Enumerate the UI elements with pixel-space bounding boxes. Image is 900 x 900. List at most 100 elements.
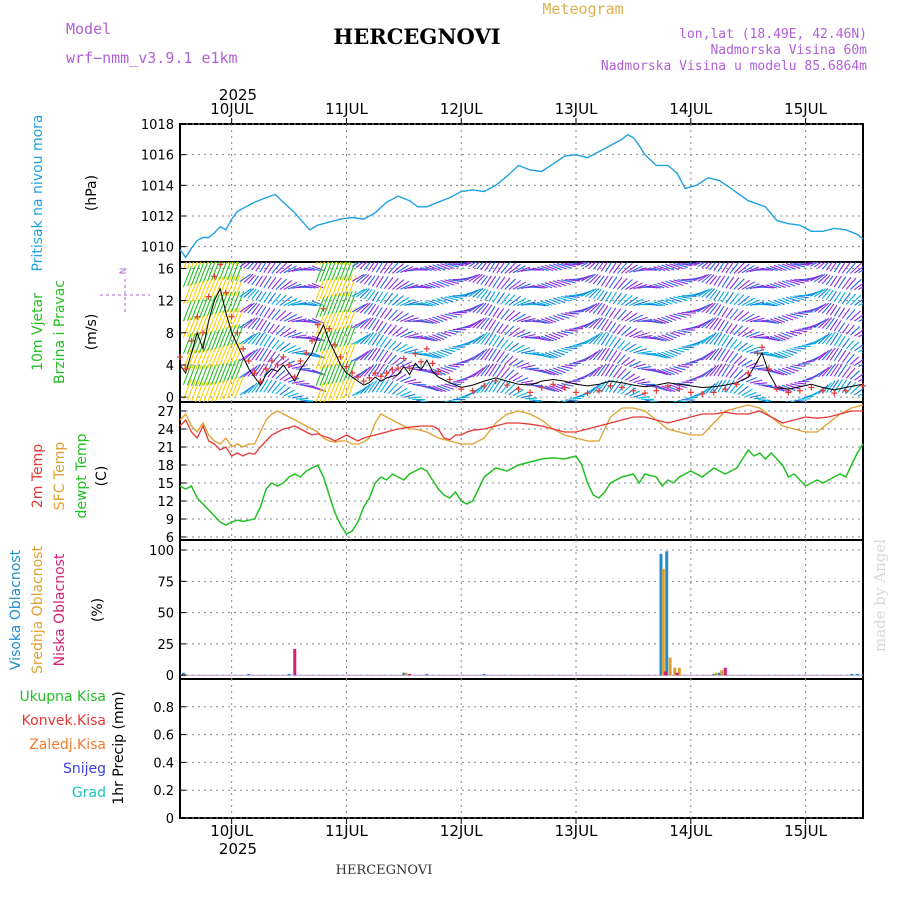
- wind-arrow: [600, 318, 609, 331]
- wind-arrow: [227, 262, 236, 280]
- wind-arrow: [387, 382, 399, 394]
- wind-arrow: [484, 304, 493, 316]
- wind-arrow: [540, 352, 555, 359]
- wind-arrow: [379, 350, 389, 363]
- wind-arrow: [383, 366, 394, 378]
- wind-arrow: [235, 323, 245, 345]
- wind-arrow: [773, 264, 787, 271]
- wind-gust-point: [699, 390, 706, 397]
- wind-arrow: [416, 268, 428, 271]
- wind-arrow: [725, 307, 734, 319]
- wind-arrow: [468, 288, 481, 298]
- wind-arrow: [841, 323, 850, 334]
- wind-arrow: [733, 325, 744, 336]
- wind-arrow: [359, 302, 371, 314]
- page-title: HERCEGNOVI: [333, 24, 500, 49]
- wind-arrow: [500, 308, 510, 320]
- wind-arrow: [207, 330, 217, 352]
- wind-gust-point: [538, 384, 545, 391]
- ylabel-cloud-mid: Srednja Oblacnost: [30, 546, 46, 674]
- wind-arrow: [251, 363, 262, 377]
- wind-arrow: [837, 291, 846, 304]
- wind-arrow: [299, 286, 313, 289]
- wind-arrow: [186, 282, 196, 304]
- wind-arrow: [580, 262, 591, 267]
- wind-arrow: [327, 262, 336, 281]
- wind-arrow: [645, 268, 657, 271]
- wind-arrow: [560, 400, 570, 402]
- wind-arrow: [444, 279, 459, 285]
- wind-arrow: [476, 288, 486, 299]
- wind-arrow: [600, 262, 609, 272]
- wind-arrow: [392, 341, 402, 351]
- wind-arrow: [649, 302, 663, 307]
- wind-arrow: [769, 318, 783, 324]
- wind-arrow: [677, 347, 690, 351]
- wind-arrow: [825, 317, 835, 330]
- wind-arrow: [504, 262, 516, 274]
- wind-arrow: [849, 370, 860, 380]
- wind-arrow: [661, 281, 674, 288]
- wind-gust-point: [251, 370, 258, 377]
- y-tick-label: 27: [157, 405, 174, 420]
- wind-arrow: [263, 349, 272, 362]
- wind-arrow: [548, 333, 561, 340]
- wind-arrow: [387, 325, 398, 335]
- wind-arrow: [512, 389, 524, 397]
- wind-arrow: [480, 380, 491, 394]
- wind-arrow: [235, 375, 245, 397]
- wind-arrow: [215, 345, 225, 367]
- wind-arrow: [480, 275, 488, 285]
- wind-arrow: [496, 323, 504, 334]
- wind-arrow: [371, 275, 380, 287]
- wind-arrow: [673, 331, 686, 336]
- wind-arrow: [741, 313, 755, 322]
- wind-arrow: [355, 302, 369, 313]
- wind-arrow: [604, 334, 613, 347]
- wind-arrow: [219, 362, 229, 384]
- wind-gust-point: [228, 313, 235, 320]
- wind-arrow: [259, 275, 268, 288]
- wind-arrow: [327, 346, 337, 368]
- wind-arrow: [829, 275, 838, 287]
- wind-gust-point: [263, 366, 270, 373]
- wind-gust-point: [222, 289, 229, 296]
- wind-arrow: [813, 262, 823, 268]
- wind-arrow: [705, 302, 716, 314]
- wind-arrow: [355, 273, 367, 283]
- wind-arrow: [549, 401, 551, 402]
- wind-arrow: [560, 262, 576, 268]
- chart-axes: 1010 1012 1014 1016 1018 0 4 8 12 16 6 9 12 15 18 21 24 2…: [141, 100, 828, 840]
- cloud-high-bar: [850, 673, 854, 676]
- wind-arrow: [809, 289, 824, 297]
- wind-arrow: [713, 290, 721, 301]
- wind-arrow: [335, 379, 345, 401]
- wind-arrow: [821, 274, 831, 285]
- wind-arrow: [592, 332, 604, 345]
- wind-arrow: [612, 276, 623, 290]
- wind-arrow: [733, 340, 743, 350]
- wind-arrow: [508, 263, 521, 274]
- wind-arrow: [186, 299, 196, 321]
- wind-arrow: [484, 363, 494, 377]
- wind-arrow: [339, 274, 349, 296]
- wind-arrow: [351, 304, 366, 313]
- wind-arrow: [190, 365, 200, 387]
- wind-arrow: [508, 386, 520, 396]
- wind-arrow: [404, 348, 419, 354]
- wind-arrow: [825, 332, 836, 345]
- wind-arrow: [275, 294, 287, 306]
- x-tick-label-bottom: 14JUL: [669, 822, 712, 840]
- wind-arrow: [363, 288, 373, 300]
- wind-gust-point: [320, 305, 327, 312]
- wind-arrow: [339, 308, 349, 330]
- wind-arrow: [653, 266, 666, 272]
- wind-arrow: [645, 399, 659, 402]
- wind-arrow: [749, 284, 764, 290]
- wind-arrow: [500, 353, 510, 364]
- wind-arrow: [440, 314, 453, 320]
- wind-arrow: [472, 262, 481, 269]
- wind-arrow: [396, 373, 407, 382]
- wind-arrow: [817, 317, 830, 329]
- wind-arrow: [351, 273, 365, 282]
